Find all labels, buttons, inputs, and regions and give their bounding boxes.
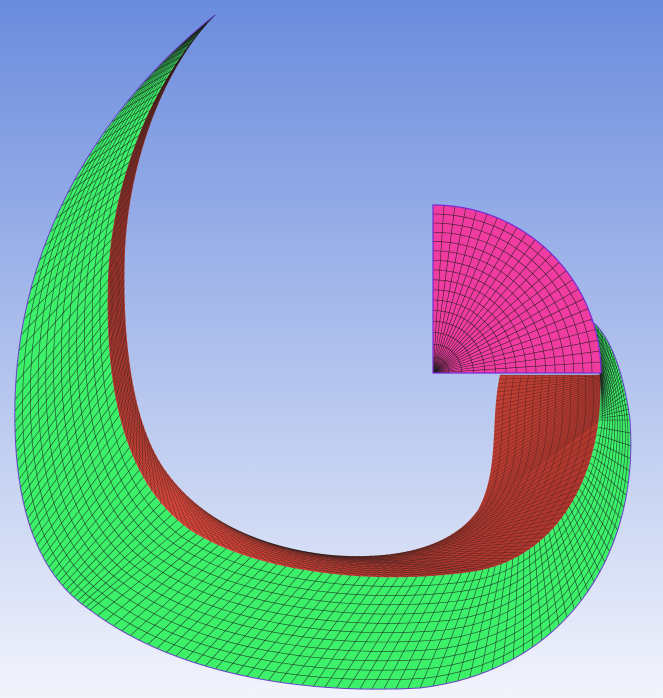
inlet-face-outline	[432, 204, 602, 374]
inlet-face-surface[interactable]	[432, 204, 602, 374]
outer-wall-surface[interactable]	[14, 14, 631, 690]
outer-wall-fill	[14, 15, 631, 690]
inlet-face-mesh-lines	[432, 204, 602, 374]
inner-wall-shading	[107, 15, 601, 578]
surface-edges	[14, 14, 632, 690]
outer-wall-mesh-lines	[14, 14, 631, 690]
inner-wall-surface[interactable]	[107, 14, 602, 578]
inner-wall-mesh-lines	[107, 14, 602, 578]
